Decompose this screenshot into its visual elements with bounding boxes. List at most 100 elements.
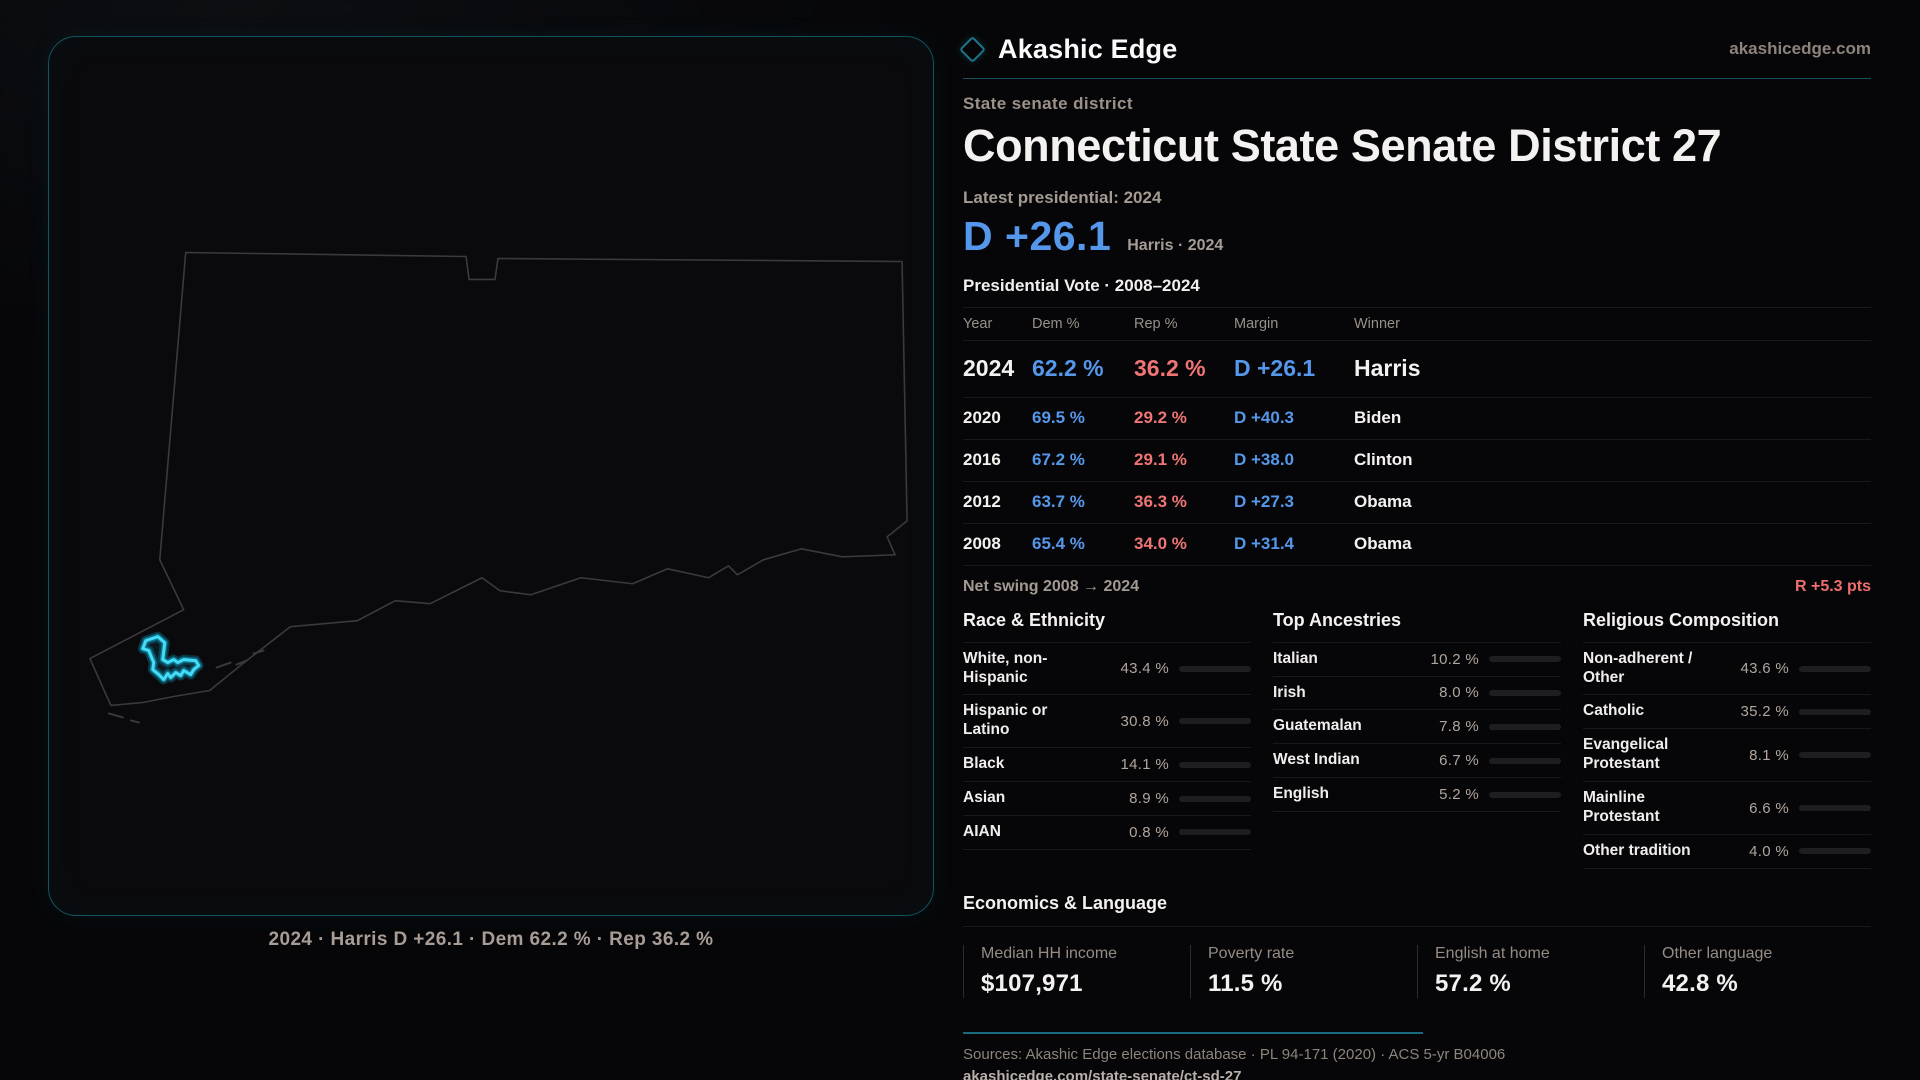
page-title: Connecticut State Senate District 27: [963, 120, 1722, 171]
stat-label: White, non-Hispanic: [963, 649, 1048, 686]
stat-value: 43.6 %: [1740, 660, 1789, 677]
cell-year: 2020: [963, 408, 1001, 428]
stat-value: 11.5 %: [1208, 969, 1283, 997]
cell-dem: 63.7 %: [1032, 492, 1085, 512]
net-swing-row: Net swing 2008 → 2024 R +5.3 pts: [963, 566, 1871, 606]
cell-rep: 36.3 %: [1134, 492, 1187, 512]
table-row: 2024 62.2 % 36.2 % D +26.1 Harris: [963, 341, 1871, 398]
island-marks: [107, 649, 265, 724]
col-year: Year: [963, 315, 993, 332]
stat-value: 7.8 %: [1439, 718, 1479, 736]
stat-label: Guatemalan: [1273, 717, 1362, 735]
cell-rep: 29.1 %: [1134, 450, 1187, 470]
list-item: AIAN 0.8 %: [963, 816, 1251, 850]
list-item: Evangelical Protestant 8.1 %: [1583, 729, 1871, 783]
stat-bar: [1179, 795, 1251, 802]
stat-value: 8.9 %: [1129, 790, 1169, 808]
stat-label: English: [1273, 785, 1329, 803]
cell-dem: 62.2 %: [1032, 355, 1104, 382]
stat-value: 10.2 %: [1430, 650, 1479, 668]
col-winner: Winner: [1354, 315, 1400, 332]
cell-year: 2016: [963, 450, 1001, 470]
list-item: Catholic 35.2 %: [1583, 695, 1871, 730]
stat-bar: [1799, 848, 1871, 855]
vote-table: Year Dem % Rep % Margin Winner 2024 62.2…: [963, 306, 1871, 566]
stat-label: West Indian: [1273, 751, 1360, 769]
stat-bar: [1179, 829, 1251, 836]
economics-section: Economics & Language Median HH income $1…: [963, 893, 1871, 998]
col-dem: Dem %: [1032, 315, 1080, 332]
race-ethnicity-title: Race & Ethnicity: [963, 610, 1251, 643]
list-item: Asian 8.9 %: [963, 782, 1251, 817]
stat-label: Poverty rate: [1208, 944, 1295, 962]
cell-dem: 69.5 %: [1032, 408, 1085, 428]
stat-value: 8.1 %: [1749, 746, 1789, 764]
stat-value: 14.1 %: [1120, 756, 1169, 774]
stat-bar: [1179, 665, 1251, 672]
cell-rep: 29.2 %: [1134, 408, 1187, 428]
stat-value: 0.8 %: [1129, 823, 1169, 841]
stat-bar: [1489, 689, 1561, 696]
stat-bar: [1799, 665, 1871, 672]
cell-margin: D +40.3: [1234, 408, 1295, 428]
list-item: English 5.2 %: [1273, 778, 1561, 813]
stat-value: 42.8 %: [1662, 969, 1738, 997]
stat-block: Other language 42.8 %: [1644, 944, 1871, 998]
stat-label: Evangelical Protestant: [1583, 736, 1669, 773]
stat-bar: [1799, 708, 1871, 715]
stat-bar: [1489, 656, 1561, 663]
stat-label: Asian: [963, 789, 1006, 807]
cell-year: 2024: [963, 355, 1015, 382]
cell-margin: D +31.4: [1234, 534, 1295, 554]
cell-margin: D +26.1: [1234, 355, 1316, 382]
headline-margin-value: D +26.1: [963, 212, 1112, 259]
cell-year: 2012: [963, 492, 1001, 512]
stat-block: Poverty rate 11.5 %: [1190, 944, 1417, 998]
stat-bar: [1179, 761, 1251, 768]
list-item: Guatemalan 7.8 %: [1273, 710, 1561, 745]
brand-diamond-icon: [959, 35, 986, 63]
stat-value: 4.0 %: [1749, 842, 1789, 860]
stat-value: 6.7 %: [1439, 752, 1479, 770]
cell-rep: 36.2 %: [1134, 355, 1206, 382]
map-caption: 2024 · Harris D +26.1 · Dem 62.2 % · Rep…: [268, 929, 714, 950]
connecticut-map: [89, 251, 908, 724]
table-row: 2012 63.7 % 36.3 % D +27.3 Obama: [963, 482, 1871, 524]
cell-winner: Biden: [1354, 408, 1402, 428]
stat-bar: [1799, 752, 1871, 759]
stat-label: AIAN: [963, 823, 1001, 841]
stat-value: 57.2 %: [1435, 969, 1511, 997]
ancestries-title: Top Ancestries: [1273, 610, 1561, 643]
district-type-label: State senate district: [963, 94, 1133, 113]
cell-winner: Harris: [1354, 355, 1421, 382]
ancestries-column: Top Ancestries Italian 10.2 % Irish 8.0 …: [1273, 610, 1561, 813]
stat-label: Black: [963, 755, 1005, 773]
stat-bar: [1179, 718, 1251, 725]
connecticut-outline: [89, 251, 908, 707]
vote-table-header: Year Dem % Rep % Margin Winner: [963, 306, 1871, 341]
header-divider: [963, 78, 1871, 79]
list-item: West Indian 6.7 %: [1273, 744, 1561, 779]
cell-dem: 65.4 %: [1032, 534, 1085, 554]
brand-site-link[interactable]: akashicedge.com: [1729, 39, 1871, 58]
col-rep: Rep %: [1134, 315, 1178, 332]
cell-margin: D +38.0: [1234, 450, 1295, 470]
stat-bar: [1489, 791, 1561, 798]
footer: Sources: Akashic Edge elections database…: [963, 1031, 1871, 1080]
stat-label: Non-adherent / Other: [1583, 649, 1693, 686]
stat-value: 43.4 %: [1120, 660, 1169, 677]
permalink[interactable]: akashicedge.com/state-senate/ct-sd-27: [963, 1067, 1242, 1080]
stat-value: 30.8 %: [1120, 712, 1169, 730]
headline-margin-caption: Harris · 2024: [1127, 236, 1224, 254]
stat-bar: [1489, 757, 1561, 764]
net-swing-value: R +5.3 pts: [1794, 577, 1871, 595]
district-27-shape[interactable]: [137, 631, 204, 685]
stat-value: 6.6 %: [1749, 799, 1789, 817]
cell-margin: D +27.3: [1234, 492, 1295, 512]
economics-title: Economics & Language: [963, 893, 1871, 927]
list-item: Hispanic or Latino 30.8 %: [963, 695, 1251, 749]
list-item: White, non-Hispanic 43.4 %: [963, 643, 1251, 696]
brand-name: Akashic Edge: [998, 33, 1178, 64]
list-item: Mainline Protestant 6.6 %: [1583, 782, 1871, 835]
stat-label: Other tradition: [1583, 841, 1691, 859]
